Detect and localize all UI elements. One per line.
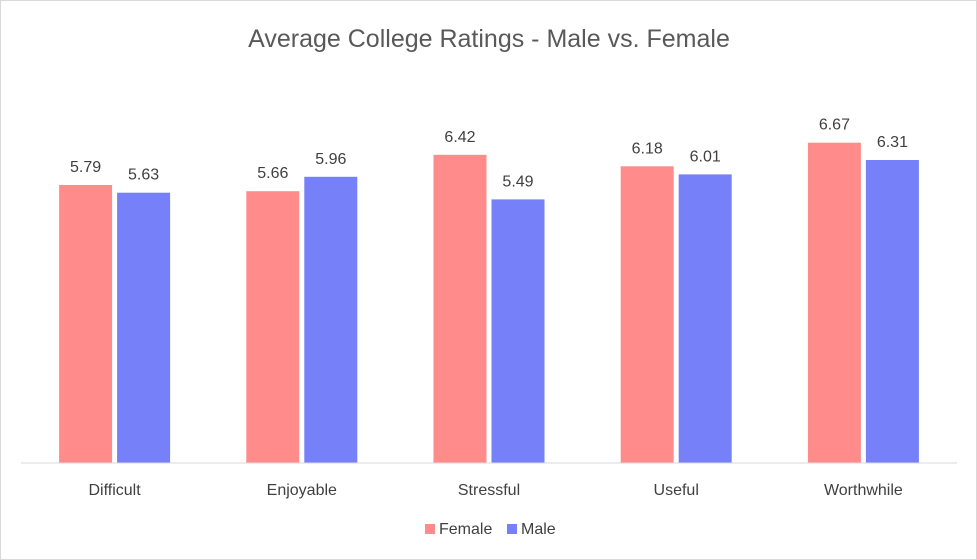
- data-label-male-useful: 6.01: [690, 148, 721, 165]
- data-label-female-enjoyable: 5.66: [257, 165, 288, 182]
- data-label-male-worthwhile: 6.31: [877, 134, 908, 151]
- data-label-male-enjoyable: 5.96: [315, 151, 346, 168]
- bar-female-difficult: [59, 185, 113, 463]
- bar-female-worthwhile: [807, 142, 861, 463]
- bar-male-useful: [678, 174, 732, 463]
- x-tick-label-useful: Useful: [654, 482, 699, 499]
- bar-male-worthwhile: [865, 160, 919, 463]
- x-tick-label-difficult: Difficult: [89, 482, 142, 499]
- data-label-female-stressful: 6.42: [444, 129, 475, 146]
- x-tick-label-stressful: Stressful: [458, 482, 520, 499]
- bar-female-stressful: [433, 154, 487, 464]
- legend-swatch-female: [425, 524, 435, 534]
- bar-female-useful: [620, 166, 674, 464]
- x-tick-label-enjoyable: Enjoyable: [267, 482, 337, 499]
- chart-title: Average College Ratings - Male vs. Femal…: [248, 25, 730, 53]
- data-label-female-useful: 6.18: [632, 140, 663, 157]
- bar-female-enjoyable: [246, 191, 300, 463]
- legend-label-female: Female: [439, 521, 492, 538]
- data-label-female-difficult: 5.79: [70, 159, 101, 176]
- legend-swatch-male: [507, 524, 517, 534]
- x-tick-label-worthwhile: Worthwhile: [824, 482, 903, 499]
- data-labels-layer: 5.79 5.63 5.66 5.96 6.42 5.49 6.18 6.01 6.67 6.31: [70, 117, 908, 191]
- bar-male-difficult: [117, 192, 171, 463]
- legend: Female Male: [425, 521, 556, 538]
- data-label-female-worthwhile: 6.67: [819, 117, 850, 134]
- x-tick-labels: Difficult Enjoyable Stressful Useful Worthwh…: [89, 482, 903, 499]
- bar-male-stressful: [491, 199, 545, 463]
- data-label-male-difficult: 5.63: [128, 167, 159, 184]
- bar-male-enjoyable: [304, 176, 358, 464]
- data-label-male-stressful: 5.49: [502, 173, 533, 190]
- legend-label-male: Male: [521, 521, 556, 538]
- bars-layer: [59, 142, 919, 464]
